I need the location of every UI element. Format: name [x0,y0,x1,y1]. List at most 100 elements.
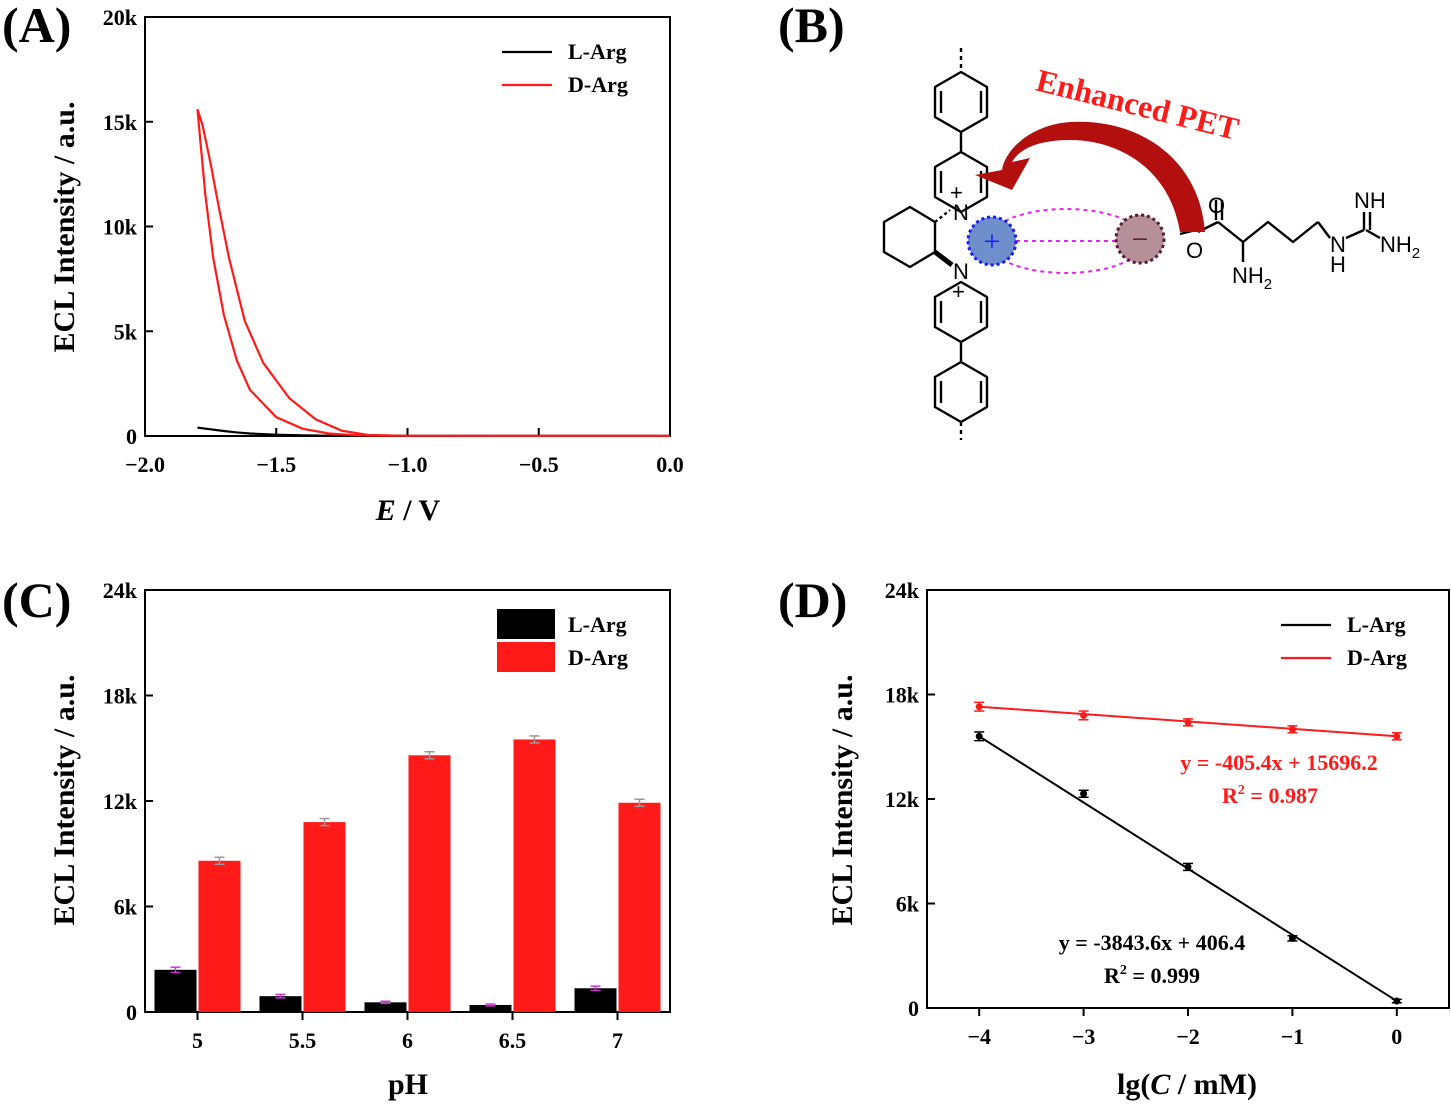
bar-d-arg [408,755,451,1012]
panel-a-x-axis-label: E / V [375,494,441,527]
top-pyridinium-ring [933,150,989,214]
data-point-l-arg [1393,997,1401,1005]
x-tick-label: 0.0 [656,452,684,477]
legend-entry-d-arg: D-Arg [1347,645,1407,670]
y-tick-label: 18k [885,683,920,708]
y-tick-label: 6k [114,895,138,920]
data-point-l-arg [975,732,983,740]
y-tick-label: 6k [896,892,920,917]
x-tick-label: −2 [1176,1024,1200,1049]
top-phenyl-ring [933,70,989,134]
x-tick-label: 6 [402,1028,413,1053]
bar-l-arg [154,969,197,1012]
y-tick-label: 18k [103,684,138,709]
terminal-amine: NH2 [1380,232,1420,262]
data-point-d-arg [1393,732,1401,740]
data-point-l-arg [1080,790,1088,798]
y-tick-label: 0 [126,424,137,449]
x-tick-label: −4 [967,1024,991,1049]
panel-c: (C) 0 6k 12k 18k 24k 5 5.5 6 6.5 7 L-Arg D-Arg ECL … [2,572,671,1101]
negative-charge-circle [1114,213,1166,265]
y-tick-label: 15k [103,110,138,135]
x-tick-label: 5.5 [289,1028,317,1053]
data-point-d-arg [1080,711,1088,719]
top-nitrogen: N [953,200,969,225]
carboxylate-oxygen: O [1186,238,1203,263]
bottom-phenyl-ring [933,360,989,424]
panel-c-y-axis-label: ECL Intensity / a.u. [48,675,81,926]
data-point-d-arg [1288,725,1296,733]
x-tick-label: 6.5 [499,1028,527,1053]
panel-d: (D) 0 6k 12k 18k 24k −4 −3 −2 −1 0 L-Arg D-Arg ECL … [778,572,1450,1101]
x-tick-label: −1 [1281,1024,1305,1049]
panel-a-y-axis-label: ECL Intensity / a.u. [48,102,81,353]
y-tick-label: 24k [103,578,138,603]
legend-swatch [497,642,555,672]
bar-l-arg [574,988,617,1012]
panel-d-label: (D) [778,572,847,628]
y-tick-label: 10k [103,215,138,240]
guanidine-hydrogen: H [1330,252,1346,277]
imine-group: NH [1354,188,1386,213]
positive-charge-sign: + [984,225,1001,258]
y-tick-label: 12k [885,787,920,812]
pet-arrow: Enhanced PET [975,62,1243,232]
bar-l-arg [364,1002,407,1012]
chemical-structure: N + N + [882,48,989,440]
x-tick-label: 0 [1391,1024,1402,1049]
x-tick-label: −0.5 [519,452,559,477]
x-tick-label: −1.5 [256,452,296,477]
y-tick-label: 5k [114,319,138,344]
legend-entry-l-arg: L-Arg [1347,612,1406,637]
panel-c-label: (C) [2,572,71,628]
d-arg-r-squared: R2 = 0.987 [1222,783,1318,808]
legend-entry-l-arg: L-Arg [568,612,627,637]
panel-a-plot: 0 5k 10k 15k 20k −2.0 −1.5 −1.0 −0.5 0.0 L-Arg D-Ar… [103,5,684,477]
d-arg-fit-equation: y = -405.4x + 15696.2 [1180,750,1377,775]
y-tick-label: 24k [885,578,920,603]
y-tick-label: 0 [126,1000,137,1025]
panel-d-y-axis-label: ECL Intensity / a.u. [826,675,859,926]
x-tick-label: −2.0 [125,452,165,477]
panel-d-plot: 0 6k 12k 18k 24k −4 −3 −2 −1 0 L-Arg D-Arg [885,578,1450,1049]
y-tick-label: 12k [103,789,138,814]
electrostatic-interaction: + − [966,208,1166,274]
panel-c-plot: 0 6k 12k 18k 24k 5 5.5 6 6.5 7 L-Arg D-Arg [103,578,671,1053]
arginine-structure: O O NH2 N H NH NH2 [1179,188,1420,293]
data-point-l-arg [1184,863,1192,871]
bottom-nitrogen: N [953,259,969,284]
legend-entry-d-arg: D-Arg [568,72,628,97]
x-tick-label: −1.0 [387,452,427,477]
curved-arrow-icon [975,121,1205,232]
panel-b: (B) N + N + [778,0,1420,440]
bar-d-arg [198,860,241,1012]
panel-c-x-axis-label: pH [388,1068,428,1101]
bar-l-arg [469,1004,512,1012]
panel-b-label: (B) [778,0,845,53]
panel-d-x-axis-label: lg(C / mM) [1117,1068,1257,1101]
series-line-d-arg [196,108,670,437]
bar-d-arg [618,802,661,1012]
bar-l-arg [259,996,302,1012]
bottom-nitrogen-charge: + [952,279,965,304]
cyclohexane-ring [882,205,937,269]
data-point-d-arg [975,703,983,711]
x-tick-label: 5 [192,1028,203,1053]
legend-entry-l-arg: L-Arg [568,39,627,64]
arginine-backbone [1217,220,1319,244]
y-tick-label: 0 [908,996,919,1021]
x-tick-label: 7 [612,1028,623,1053]
panel-a-label: (A) [2,0,71,53]
x-tick-label: −3 [1072,1024,1096,1049]
alpha-amine: NH2 [1232,263,1272,293]
legend-swatch [497,609,555,639]
l-arg-r-squared: R2 = 0.999 [1104,963,1200,988]
negative-charge-sign: − [1132,223,1149,256]
data-point-l-arg [1288,934,1296,942]
legend-entry-d-arg: D-Arg [568,645,628,670]
l-arg-fit-equation: y = -3843.6x + 406.4 [1059,930,1245,955]
data-point-d-arg [1184,718,1192,726]
series-line-l-arg [197,426,670,437]
guanidine-nitrogen: N [1330,232,1346,257]
